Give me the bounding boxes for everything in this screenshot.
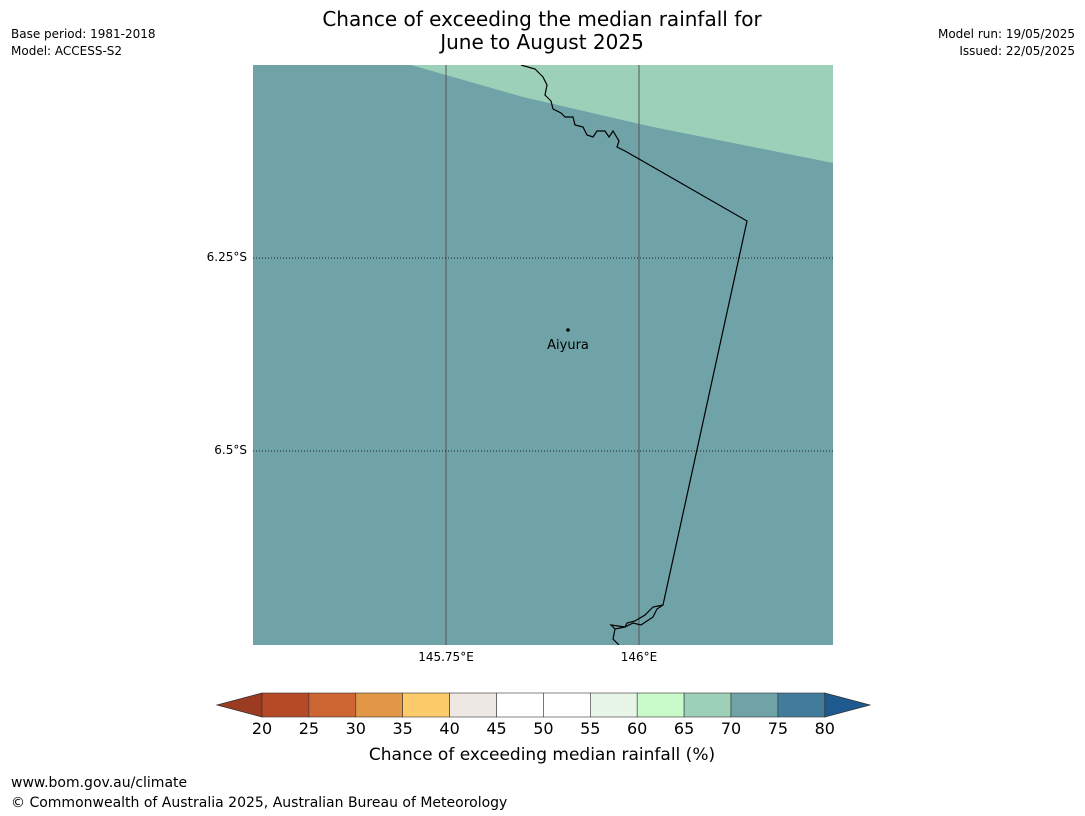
colorbar-segment xyxy=(543,692,591,718)
lon-label-145-75: 145.75°E xyxy=(418,650,474,664)
colorbar-segment xyxy=(402,692,450,718)
colorbar-segment xyxy=(449,692,497,718)
lat-label-6-5: 6.5°S xyxy=(214,443,247,457)
issued-text: Issued: 22/05/2025 xyxy=(959,44,1075,58)
colorbar-segment xyxy=(777,692,826,718)
colorbar-tick-label: 45 xyxy=(486,719,507,738)
colorbar-tick-label: 55 xyxy=(580,719,601,738)
province-boundary xyxy=(520,65,748,645)
colorbar-tick-label: 20 xyxy=(251,719,273,738)
colorbar-tick-label: 25 xyxy=(298,719,320,738)
colorbar-segment xyxy=(589,692,638,718)
lon-label-146: 146°E xyxy=(620,650,658,664)
colorbar-segment xyxy=(261,692,310,718)
map-title: Chance of exceeding the median rainfall … xyxy=(242,8,842,54)
colorbar-tick-label: 40 xyxy=(439,719,460,738)
colorbar-segment xyxy=(308,692,357,718)
colorbar-extend-low xyxy=(215,692,263,718)
colorbar-segment xyxy=(355,692,404,718)
colorbar-tick-label: 50 xyxy=(533,719,554,738)
colorbar-segment xyxy=(636,692,685,718)
colorbar-segment xyxy=(496,692,544,718)
map-fill-70-75 xyxy=(253,65,833,645)
colorbar-tick-label: 35 xyxy=(392,719,413,738)
model-text: Model: ACCESS-S2 xyxy=(11,44,123,58)
colorbar-extend-high xyxy=(824,692,871,718)
colorbar-tick-label: 60 xyxy=(627,719,648,738)
lat-label-6-25: 6.25°S xyxy=(206,250,247,264)
colorbar-tick-label: 80 xyxy=(814,719,835,738)
map-title-line1: Chance of exceeding the median rainfall … xyxy=(322,7,762,31)
colorbar-title: Chance of exceeding median rainfall (%) xyxy=(368,745,716,765)
footer-copyright: © Commonwealth of Australia 2025, Austra… xyxy=(11,795,508,811)
meta-left: Base period: 1981-2018 Model: ACCESS-S2 xyxy=(11,26,156,60)
map-panel[interactable]: Aiyura xyxy=(253,65,833,645)
map-fill-65-70 xyxy=(411,65,833,163)
colorbar xyxy=(215,692,871,718)
footer-url[interactable]: www.bom.gov.au/climate xyxy=(11,775,188,791)
meta-right: Model run: 19/05/2025 Issued: 22/05/2025 xyxy=(938,26,1075,60)
model-run-text: Model run: 19/05/2025 xyxy=(937,27,1075,41)
place-marker-aiyura xyxy=(566,328,570,332)
place-label-aiyura: Aiyura xyxy=(547,338,589,353)
colorbar-segment xyxy=(683,692,732,718)
colorbar-segment xyxy=(730,692,779,718)
colorbar-tick-label: 65 xyxy=(673,719,695,738)
map-title-line2: June to August 2025 xyxy=(440,30,644,54)
colorbar-tick-label: 70 xyxy=(720,719,742,738)
colorbar-tick-label: 30 xyxy=(345,719,366,738)
base-period-text: Base period: 1981-2018 xyxy=(11,27,156,41)
colorbar-tick-label: 75 xyxy=(767,719,789,738)
